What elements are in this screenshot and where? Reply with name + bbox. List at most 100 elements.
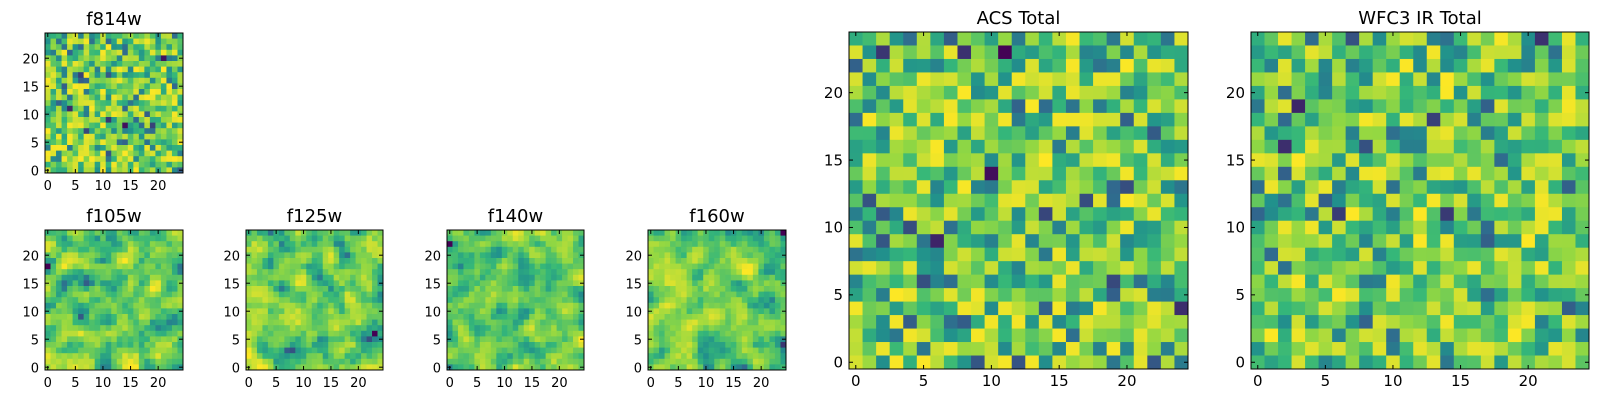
heatmap-cell: [556, 263, 563, 270]
heatmap-cell: [144, 94, 151, 101]
heatmap-cell: [50, 230, 57, 236]
heatmap-cell: [45, 314, 51, 320]
heatmap-cell: [83, 297, 90, 304]
heatmap-cell: [534, 353, 541, 360]
heatmap-cell: [681, 353, 688, 360]
heatmap-cell: [177, 61, 184, 67]
heatmap-cell: [849, 288, 863, 302]
heatmap-cell: [551, 258, 557, 264]
heatmap-cell: [144, 33, 151, 39]
heatmap-cell: [61, 364, 68, 371]
heatmap-cell: [144, 167, 151, 174]
heatmap-cell: [468, 358, 475, 365]
heatmap-cell: [1291, 342, 1306, 356]
heatmap-cell: [573, 286, 579, 292]
heatmap-cell: [1065, 220, 1080, 235]
heatmap-cell: [366, 230, 373, 236]
heatmap-cell: [862, 58, 877, 73]
heatmap-cell: [1264, 126, 1279, 141]
heatmap-cell: [133, 44, 140, 51]
heatmap-cell: [876, 45, 891, 60]
heatmap-cell: [116, 280, 123, 287]
heatmap-cell: [1453, 126, 1468, 141]
heatmap-cell: [971, 139, 985, 154]
heatmap-cell: [1093, 220, 1108, 235]
heatmap-cell: [56, 235, 62, 242]
heatmap-cell: [1413, 32, 1428, 46]
heatmap-cell: [306, 308, 313, 315]
heatmap-cell: [447, 358, 453, 365]
heatmap-cell: [1038, 72, 1053, 87]
heatmap-cell: [1052, 85, 1067, 100]
heatmap-cell: [578, 319, 585, 326]
heatmap-cell: [551, 358, 557, 365]
heatmap-cell: [474, 325, 481, 332]
heatmap-cell: [747, 336, 754, 343]
heatmap-cell: [507, 330, 514, 337]
heatmap-cell: [708, 252, 715, 259]
heatmap-cell: [686, 325, 693, 332]
heatmap-cell: [457, 252, 464, 259]
heatmap-cell: [344, 353, 351, 360]
heatmap-cell: [1147, 153, 1162, 168]
heatmap-cell: [133, 105, 140, 112]
heatmap-cell: [1133, 288, 1148, 302]
heatmap-cell: [957, 166, 972, 181]
heatmap-cell: [372, 263, 378, 270]
heatmap-cell: [692, 336, 699, 343]
heatmap-cell: [648, 353, 654, 360]
heatmap-cell: [1038, 315, 1053, 329]
heatmap-cell: [133, 49, 140, 56]
heatmap-cell: [111, 38, 118, 45]
heatmap-cell: [943, 328, 958, 343]
heatmap-cell: [725, 297, 732, 304]
heatmap-cell: [1359, 180, 1374, 195]
heatmap-cell: [278, 308, 285, 315]
heatmap-cell: [284, 269, 291, 276]
heatmap-cell: [171, 94, 178, 101]
heatmap-cell: [1494, 328, 1509, 343]
heatmap-cell: [111, 241, 118, 248]
heatmap-cell: [256, 302, 263, 309]
heatmap-cell: [703, 330, 710, 337]
heatmap-cell: [1147, 261, 1162, 276]
heatmap-cell: [372, 291, 378, 298]
heatmap-cell: [758, 263, 765, 270]
heatmap-cell: [1386, 301, 1401, 316]
heatmap-cell: [452, 235, 459, 242]
heatmap-cell: [100, 105, 107, 112]
heatmap-cell: [747, 325, 754, 332]
heatmap-cell: [160, 269, 167, 276]
heatmap-cell: [474, 319, 481, 326]
heatmap-cell: [1291, 315, 1306, 329]
heatmap-cell: [94, 33, 101, 39]
heatmap-cell: [736, 330, 743, 337]
heatmap-cell: [670, 353, 676, 360]
heatmap-cell: [534, 235, 541, 242]
heatmap-cell: [1440, 315, 1455, 329]
heatmap-cell: [758, 325, 765, 332]
heatmap-cell: [447, 269, 453, 276]
heatmap-cell: [1011, 342, 1026, 356]
heatmap-cell: [540, 269, 547, 276]
heatmap-cell: [105, 235, 112, 242]
heatmap-cell: [127, 286, 134, 292]
heatmap-cell: [736, 252, 743, 259]
heatmap-cell: [138, 263, 145, 270]
x-tick-label: 15: [524, 376, 541, 391]
heatmap-cell: [160, 77, 167, 84]
heatmap-cell: [529, 291, 536, 298]
heatmap-cell: [998, 32, 1013, 46]
heatmap-cell: [105, 77, 112, 84]
heatmap-cell: [957, 72, 972, 87]
heatmap-cell: [971, 32, 985, 46]
heatmap-cell: [725, 252, 732, 259]
heatmap-cell: [322, 314, 329, 320]
heatmap-cell: [714, 308, 721, 315]
heatmap-cell: [1106, 32, 1121, 46]
heatmap-cell: [171, 55, 178, 62]
heatmap-cell: [747, 347, 754, 354]
heatmap-cell: [78, 49, 85, 56]
heatmap-cell: [89, 325, 96, 332]
heatmap-cell: [127, 258, 134, 264]
